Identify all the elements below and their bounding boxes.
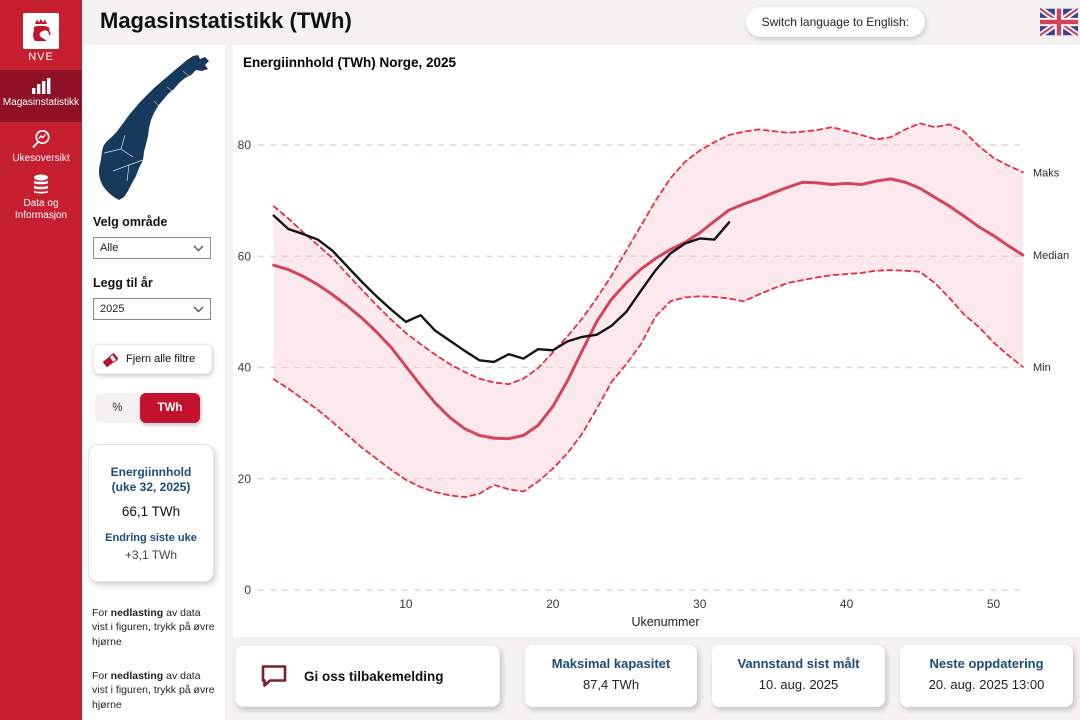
svg-text:Median: Median (1033, 250, 1069, 262)
uk-flag-icon[interactable] (1040, 8, 1078, 36)
bar-chart-icon (32, 78, 51, 94)
svg-text:30: 30 (693, 597, 707, 611)
clear-filters-button[interactable]: Fjern alle filtre (93, 344, 212, 374)
unit-toggle: % TWh (95, 393, 200, 423)
chart-title: Energiinnhold (TWh) Norge, 2025 (243, 55, 457, 70)
svg-text:80: 80 (238, 138, 252, 152)
svg-text:40: 40 (238, 361, 252, 375)
sidebar-item-label: Ukesoversikt (12, 153, 70, 164)
summary-change-value: +3,1 TWh (124, 548, 178, 562)
stat-title: Neste oppdatering (929, 656, 1044, 671)
year-select-label: Legg til år (93, 276, 153, 290)
sidebar-item-data-og-informasjon[interactable]: Data og Informasjon (0, 174, 82, 228)
svg-text:Min: Min (1033, 362, 1051, 374)
svg-text:50: 50 (987, 597, 1001, 611)
norway-map (90, 53, 212, 203)
reservoir-line-chart: 0 20 40 60 80 10 20 30 40 50 Ukenummer Maks Median Mi… (238, 122, 1069, 629)
download-note: For nedlasting av data vist i figuren, t… (92, 669, 215, 711)
stat-title: Vannstand sist målt (737, 656, 860, 671)
feedback-button[interactable]: Gi oss tilbakemelding (235, 645, 500, 707)
svg-text:20: 20 (238, 472, 252, 486)
language-switch-label: Switch language to English: (761, 15, 909, 29)
summary-title: Energiinnhold (uke 32, 2025) (110, 465, 192, 494)
stat-card-max-capacity: Maksimal kapasitet 87,4 TWh (525, 645, 697, 707)
stat-value: 87,4 TWh (582, 677, 640, 692)
summary-value: 66,1 TWh (121, 504, 181, 519)
norway-map-icon (99, 55, 209, 200)
download-note: For nedlasting av data vist i figuren, t… (92, 606, 215, 648)
svg-text:Maks: Maks (1033, 167, 1060, 179)
filter-panel: Velg område Alle Legg til år 2025 Fjern (82, 45, 225, 720)
sidebar: NVE Magasinstatistikk Ukesoversikt (0, 0, 82, 720)
svg-text:20: 20 (546, 597, 560, 611)
energy-summary-card: Energiinnhold (uke 32, 2025) 66,1 TWh En… (88, 444, 214, 582)
chevron-down-icon (193, 245, 204, 251)
topbar: Magasinstatistikk (TWh) Switch language … (82, 0, 1080, 45)
summary-change-label: Endring siste uke (105, 532, 197, 544)
speech-bubble-icon (261, 665, 287, 687)
unit-toggle-percent[interactable]: % (95, 393, 140, 423)
stat-value: 10. aug. 2025 (758, 677, 839, 692)
nve-logo[interactable] (23, 13, 59, 49)
svg-text:0: 0 (244, 583, 251, 597)
chevron-down-icon (193, 306, 204, 312)
magnifier-chart-icon (32, 129, 50, 149)
svg-text:10: 10 (399, 597, 413, 611)
sidebar-item-label: Magasinstatistikk (2, 97, 80, 108)
nve-logo-text: NVE (28, 51, 54, 63)
stat-title: Maksimal kapasitet (551, 656, 671, 671)
eraser-icon (103, 352, 118, 367)
nve-lion-crown-icon (33, 19, 51, 41)
language-switch-button[interactable]: Switch language to English: (745, 7, 925, 37)
stat-card-next-update: Neste oppdatering 20. aug. 2025 13:00 (900, 645, 1073, 707)
area-select[interactable]: Alle (93, 237, 211, 259)
sidebar-item-label: Data og Informasjon (14, 198, 68, 221)
area-select-label: Velg område (93, 215, 168, 229)
svg-text:40: 40 (840, 597, 854, 611)
stat-value: 20. aug. 2025 13:00 (928, 677, 1045, 692)
area-select-value: Alle (100, 242, 119, 254)
sidebar-item-ukesoversikt[interactable]: Ukesoversikt (0, 128, 82, 170)
chart-card: Energiinnhold (TWh) Norge, 2025 0 20 40 60 8… (233, 45, 1080, 637)
page-title: Magasinstatistikk (TWh) (100, 8, 352, 33)
clear-filters-label: Fjern alle filtre (126, 353, 196, 365)
stat-card-last-measured: Vannstand sist målt 10. aug. 2025 (712, 645, 885, 707)
year-select[interactable]: 2025 (93, 298, 211, 320)
sidebar-item-magasinstatistikk[interactable]: Magasinstatistikk (0, 70, 82, 122)
year-select-value: 2025 (100, 303, 125, 315)
svg-text:60: 60 (238, 249, 252, 263)
feedback-label: Gi oss tilbakemelding (304, 668, 444, 684)
unit-toggle-twh[interactable]: TWh (140, 393, 200, 423)
svg-text:Ukenummer: Ukenummer (631, 615, 699, 629)
database-icon (34, 174, 48, 194)
